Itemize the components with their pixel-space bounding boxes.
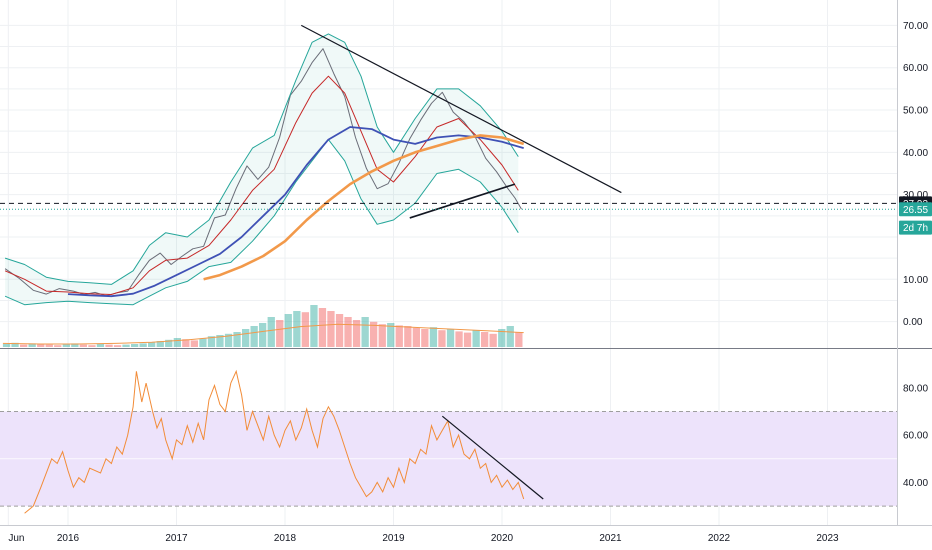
volume-bar-33 xyxy=(284,314,292,347)
volume-bar-49 xyxy=(421,329,429,347)
price-axis-tick-2: 50.00 xyxy=(903,106,928,117)
volume-bar-23 xyxy=(199,338,207,347)
volume-bar-26 xyxy=(224,333,233,347)
rsi-trendline-0 xyxy=(441,415,544,500)
price-axis-tick-4: 30.00 xyxy=(903,190,928,201)
volume-bar-60 xyxy=(515,332,523,347)
volume-bar-47 xyxy=(404,326,412,347)
volume-bar-56 xyxy=(481,332,489,347)
series-bollinger-lower xyxy=(4,139,519,306)
volume-bar-2 xyxy=(20,344,28,347)
price-axis-tick-0: 70.00 xyxy=(903,21,928,32)
volume-bar-51 xyxy=(438,330,446,347)
volume-bar-31 xyxy=(267,317,275,347)
rsi-axis-tick-2: 40.00 xyxy=(903,478,928,489)
volume-bar-17 xyxy=(148,342,156,347)
volume-bar-12 xyxy=(105,344,113,347)
price-tag-bg-2 xyxy=(899,220,932,235)
volume-bar-20 xyxy=(173,338,181,347)
volume-bar-25 xyxy=(216,335,224,347)
volume-bar-54 xyxy=(463,332,472,347)
price-tag-bg-1 xyxy=(899,202,932,217)
price-trendline-1 xyxy=(409,183,516,219)
price-axis-tick-3: 40.00 xyxy=(903,148,928,159)
bollinger-band-fill xyxy=(5,33,519,305)
volume-bar-59 xyxy=(506,326,514,347)
price-trendline-0 xyxy=(300,24,622,194)
time-axis-tick-0: Jun xyxy=(8,533,24,544)
volume-bar-42 xyxy=(361,317,369,347)
volume-bar-27 xyxy=(233,332,241,347)
price-axis-tick-6: 0.00 xyxy=(903,317,923,328)
volume-bar-38 xyxy=(327,311,335,347)
volume-bar-1 xyxy=(11,342,19,347)
time-axis-tick-6: 2021 xyxy=(599,533,622,544)
volume-bar-37 xyxy=(318,308,327,347)
volume-bar-29 xyxy=(250,326,258,347)
volume-bar-8 xyxy=(71,343,79,347)
series-ma-long xyxy=(203,134,525,281)
volume-bar-7 xyxy=(62,344,70,347)
volume-bar-9 xyxy=(79,344,87,347)
series-ma-medium xyxy=(67,126,524,298)
volume-bar-34 xyxy=(293,311,301,347)
volume-bar-19 xyxy=(165,339,173,347)
volume-bar-24 xyxy=(207,336,216,347)
volume-bar-21 xyxy=(182,339,190,347)
volume-bar-16 xyxy=(139,343,147,347)
volume-bar-41 xyxy=(352,320,361,347)
price-axis-tick-1: 60.00 xyxy=(903,63,928,74)
time-axis-tick-4: 2019 xyxy=(382,533,405,544)
volume-bar-5 xyxy=(45,344,53,347)
volume-bar-15 xyxy=(131,344,139,347)
price-axis-tick-5: 10.00 xyxy=(903,275,928,286)
volume-bar-45 xyxy=(387,323,395,347)
volume-bar-10 xyxy=(88,345,96,347)
time-axis-tick-2: 2017 xyxy=(165,533,188,544)
volume-bar-18 xyxy=(156,341,164,347)
time-axis-tick-5: 2020 xyxy=(491,533,514,544)
volume-bar-58 xyxy=(498,329,506,347)
volume-bar-13 xyxy=(113,345,122,347)
volume-sma-line xyxy=(2,323,524,345)
rsi-axis-tick-1: 60.00 xyxy=(903,431,928,442)
volume-bar-4 xyxy=(37,344,45,347)
time-axis-tick-8: 2023 xyxy=(816,533,839,544)
volume-bar-43 xyxy=(370,321,378,347)
volume-bar-6 xyxy=(54,345,62,347)
time-axis-tick-3: 2018 xyxy=(274,533,297,544)
volume-bar-53 xyxy=(455,331,463,347)
time-axis-tick-1: 2016 xyxy=(57,533,80,544)
volume-bar-48 xyxy=(412,327,420,347)
price-tag-2: 2d 7h xyxy=(903,223,928,234)
volume-bar-28 xyxy=(242,329,250,347)
volume-bar-46 xyxy=(395,325,403,347)
volume-bar-30 xyxy=(259,323,267,347)
volume-bar-11 xyxy=(96,344,105,347)
volume-bar-22 xyxy=(190,340,198,347)
volume-bar-57 xyxy=(489,333,497,347)
series-ma-short xyxy=(4,75,519,295)
volume-bar-14 xyxy=(122,344,130,347)
volume-bar-52 xyxy=(446,329,455,347)
volume-bar-55 xyxy=(472,330,480,347)
rsi-axis-tick-0: 80.00 xyxy=(903,383,928,394)
volume-bar-50 xyxy=(429,327,438,347)
volume-bar-3 xyxy=(28,343,36,347)
volume-bar-32 xyxy=(276,320,284,347)
volume-bar-40 xyxy=(344,317,352,347)
volume-bar-39 xyxy=(335,314,344,347)
time-axis-tick-7: 2022 xyxy=(708,533,731,544)
volume-bar-0 xyxy=(2,344,11,347)
series-bollinger-upper xyxy=(4,33,519,285)
price-tag-1: 26.55 xyxy=(903,205,928,216)
volume-bar-44 xyxy=(378,324,386,347)
series-rsi xyxy=(24,369,525,514)
volume-bar-35 xyxy=(301,312,309,347)
